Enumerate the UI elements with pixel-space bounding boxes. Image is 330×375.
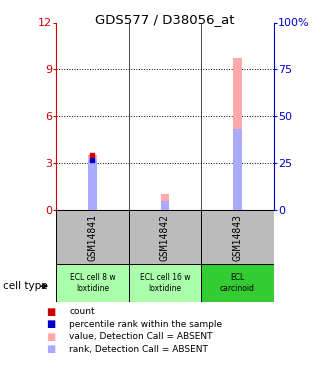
Text: ECL cell 16 w
loxtidine: ECL cell 16 w loxtidine [140,273,190,293]
Text: percentile rank within the sample: percentile rank within the sample [69,320,222,329]
Bar [88,160,97,210]
Bar [161,194,169,210]
Text: GSM14842: GSM14842 [160,214,170,261]
Bar [201,210,274,264]
Bar [88,154,97,210]
Text: value, Detection Call = ABSENT: value, Detection Call = ABSENT [69,332,213,341]
Bar [201,264,274,302]
Text: cell type: cell type [3,281,48,291]
Text: ■: ■ [46,320,55,329]
Bar [129,210,201,264]
Bar [161,201,169,210]
Text: ■: ■ [46,344,55,354]
Bar [233,129,242,210]
Bar [233,58,242,210]
Text: rank, Detection Call = ABSENT: rank, Detection Call = ABSENT [69,345,208,354]
Text: ■: ■ [46,332,55,342]
Text: ECL
carcinoid: ECL carcinoid [220,273,255,293]
Bar [56,264,129,302]
Text: ■: ■ [46,307,55,317]
Text: GSM14843: GSM14843 [233,214,243,261]
Text: GDS577 / D38056_at: GDS577 / D38056_at [95,13,235,26]
Text: GSM14841: GSM14841 [87,214,97,261]
Text: count: count [69,308,95,316]
Bar [56,210,129,264]
Bar [129,264,201,302]
Text: ECL cell 8 w
loxtidine: ECL cell 8 w loxtidine [70,273,115,293]
